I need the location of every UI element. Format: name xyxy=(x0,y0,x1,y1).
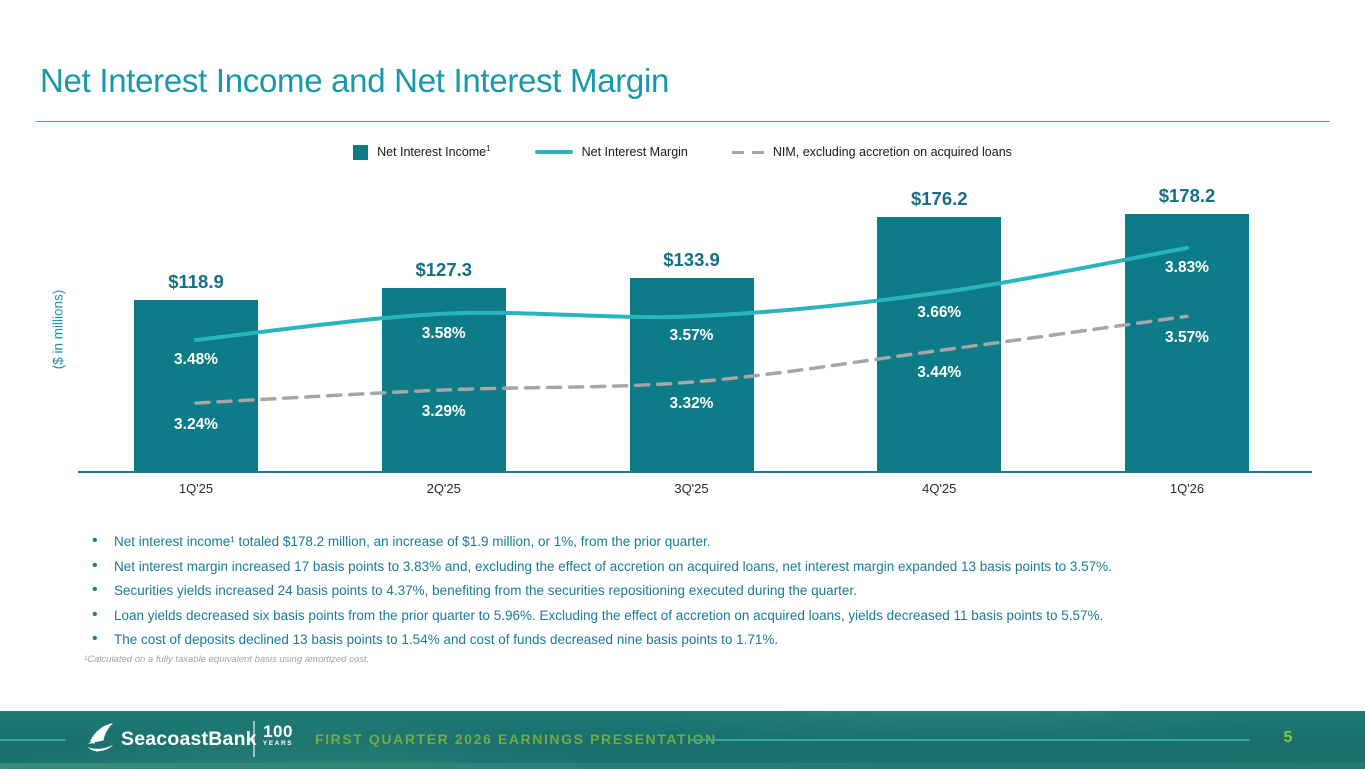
footer-left-line xyxy=(0,739,66,741)
legend-label: Net Interest Margin xyxy=(581,145,688,159)
nim-excl-label-3q25: 3.32% xyxy=(669,395,714,413)
line-series xyxy=(194,245,1189,405)
page-number: 5 xyxy=(1283,729,1293,746)
legend-square-icon xyxy=(353,144,369,160)
brand-wordmark: SeacoastBank xyxy=(121,728,257,750)
slide-title: Net Interest Income and Net Interest Mar… xyxy=(40,62,670,99)
nim-label-1q26: 3.83% xyxy=(1165,258,1209,276)
bar-value-label-2q25: $127.3 xyxy=(415,258,473,280)
bullet-item-4: Loan yields decreased six basis points f… xyxy=(86,607,1296,624)
legend-label: NIM, excluding accretion on acquired loa… xyxy=(772,145,1012,159)
nim-excl-label-1q25: 3.24% xyxy=(174,416,218,434)
bullet-item-2: Net interest margin increased 17 basis p… xyxy=(86,558,1296,575)
bar-3q25 xyxy=(629,278,754,472)
bullet-item-5: The cost of deposits declined 13 basis p… xyxy=(86,631,1296,648)
badge-number: 100 xyxy=(263,722,293,741)
footer: SeacoastBank 100 YEARS FIRST QUARTER 202… xyxy=(0,711,1365,769)
x-axis-label-1q26: 1Q'26 xyxy=(1169,481,1205,496)
nim-excl-accretion-line xyxy=(194,314,1189,405)
bullet-item-3: Securities yields increased 24 basis poi… xyxy=(86,582,1296,599)
legend-item-netinterestincome: Net Interest Income1 xyxy=(353,143,491,160)
x-axis-line xyxy=(78,471,1312,473)
x-axis-label-1q25: 1Q'25 xyxy=(178,481,214,496)
footnote: ¹Calculated on a fully taxable equivalen… xyxy=(84,654,370,665)
hundred-years-badge: 100 YEARS xyxy=(261,723,295,748)
bullet-list: Net interest income¹ totaled $178.2 mill… xyxy=(86,533,1296,657)
bar-value-label-3q25: $133.9 xyxy=(663,249,720,271)
nim-excl-label-2q25: 3.29% xyxy=(421,402,466,420)
nim-excl-label-4q25: 3.44% xyxy=(917,363,962,381)
bar-4q25 xyxy=(877,217,1002,472)
bullet-item-1: Net interest income¹ totaled $178.2 mill… xyxy=(86,533,1296,550)
bar-value-label-1q26: $178.2 xyxy=(1158,185,1216,207)
sailboat-logo-icon xyxy=(87,723,113,752)
legend-label: Net Interest Income1 xyxy=(377,143,491,159)
bar-value-label-4q25: $176.2 xyxy=(910,188,968,210)
nim-label-1q25: 3.48% xyxy=(174,351,218,368)
nim-label-2q25: 3.58% xyxy=(421,324,466,342)
legend-item-nimexcludingaccretio: NIM, excluding accretion on acquired loa… xyxy=(731,145,1012,159)
footer-logo-divider xyxy=(253,721,255,757)
nim-excl-label-1q26: 3.57% xyxy=(1165,329,1209,347)
x-axis-label-4q25: 4Q'25 xyxy=(922,481,957,496)
chart-legend: Net Interest Income1 Net Interest Margin N… xyxy=(0,141,1365,163)
x-axis-label-3q25: 3Q'25 xyxy=(674,481,709,496)
nim-line xyxy=(194,245,1189,342)
legend-item-netinterestmargin: Net Interest Margin xyxy=(534,145,688,159)
bar-1q25 xyxy=(134,299,258,472)
footer-right-line xyxy=(688,739,1250,741)
nim-label-4q25: 3.66% xyxy=(917,303,962,321)
nii-nim-chart: ($ in millions) $118.9 $127.3 $133.9 $176.2… xyxy=(0,170,1365,510)
nim-label-3q25: 3.57% xyxy=(669,327,714,345)
legend-dashed-line-icon xyxy=(731,150,764,154)
title-divider xyxy=(36,121,1330,122)
badge-caption: YEARS xyxy=(262,740,294,747)
x-axis-label-2q25: 2Q'25 xyxy=(426,481,461,496)
presentation-title: FIRST QUARTER 2026 EARNINGS PRESENTATION xyxy=(315,731,717,747)
legend-line-icon xyxy=(534,150,573,154)
bar-value-label-1q25: $118.9 xyxy=(168,270,224,292)
